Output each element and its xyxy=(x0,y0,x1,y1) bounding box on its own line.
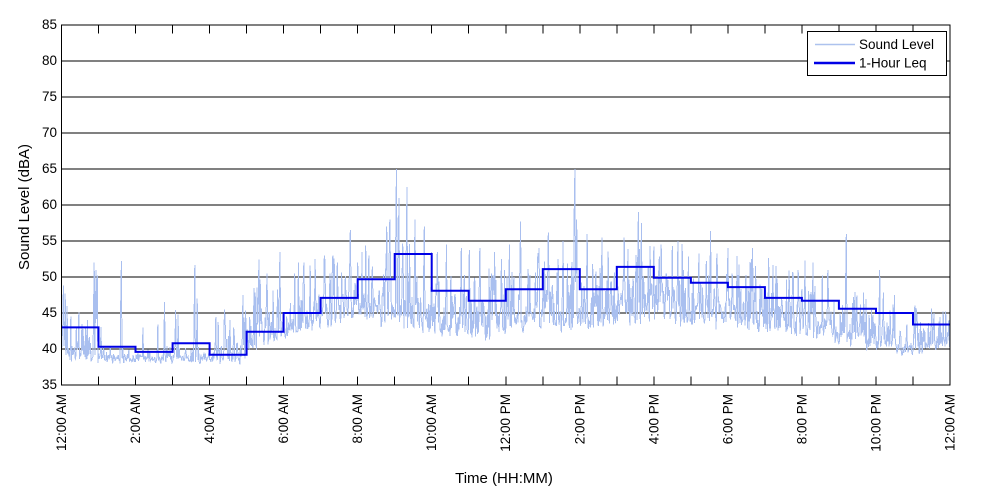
svg-text:12:00 PM: 12:00 PM xyxy=(498,394,513,452)
svg-text:2:00 AM: 2:00 AM xyxy=(128,394,143,444)
svg-text:75: 75 xyxy=(42,89,57,104)
svg-text:80: 80 xyxy=(42,53,57,68)
svg-text:6:00 PM: 6:00 PM xyxy=(720,394,735,444)
svg-text:45: 45 xyxy=(42,305,57,320)
svg-text:70: 70 xyxy=(42,125,57,140)
svg-text:35: 35 xyxy=(42,377,57,392)
svg-text:60: 60 xyxy=(42,197,57,212)
svg-text:4:00 PM: 4:00 PM xyxy=(646,394,661,444)
svg-text:1-Hour Leq: 1-Hour Leq xyxy=(859,56,927,71)
svg-text:6:00 AM: 6:00 AM xyxy=(276,394,291,444)
svg-text:10:00 PM: 10:00 PM xyxy=(869,394,884,452)
svg-text:10:00 AM: 10:00 AM xyxy=(424,394,439,451)
svg-text:85: 85 xyxy=(42,17,57,32)
svg-text:40: 40 xyxy=(42,341,57,356)
svg-text:2:00 PM: 2:00 PM xyxy=(572,394,587,444)
svg-text:8:00 PM: 8:00 PM xyxy=(794,394,809,444)
svg-text:12:00 AM: 12:00 AM xyxy=(54,394,69,451)
svg-text:55: 55 xyxy=(42,233,57,248)
svg-text:Sound Level: Sound Level xyxy=(859,37,934,52)
svg-text:4:00 AM: 4:00 AM xyxy=(202,394,217,444)
svg-text:Sound Level (dBA): Sound Level (dBA) xyxy=(16,144,33,270)
svg-text:8:00 AM: 8:00 AM xyxy=(350,394,365,444)
svg-text:65: 65 xyxy=(42,161,57,176)
svg-text:50: 50 xyxy=(42,269,57,284)
svg-text:Time (HH:MM): Time (HH:MM) xyxy=(455,470,553,487)
svg-text:12:00 AM: 12:00 AM xyxy=(943,394,958,451)
